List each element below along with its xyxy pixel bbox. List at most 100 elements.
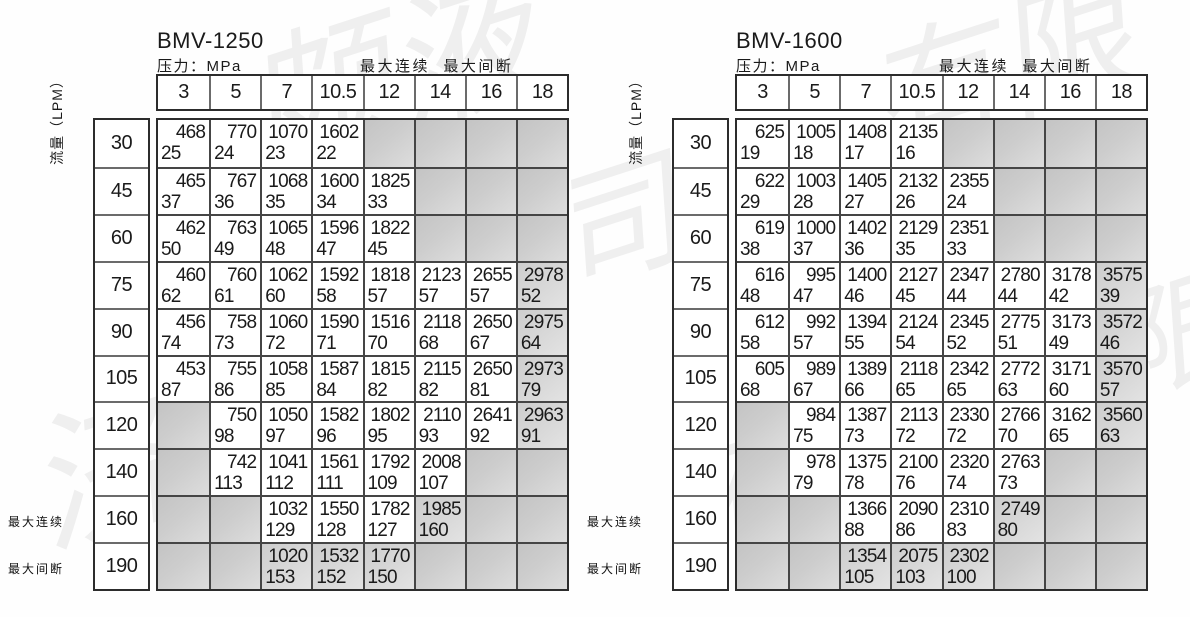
data-grid: 468 25 770 24 1070 23 1602 22 465 37 767 36 1068 35 16… <box>156 118 569 591</box>
power-value: 67 <box>469 332 490 354</box>
table-cell: 462 50 <box>158 213 210 261</box>
table-cell-empty <box>515 448 567 496</box>
flow-label-cell: 60 <box>95 213 148 261</box>
power-value: 48 <box>265 238 285 260</box>
table-cell: 3572 46 <box>1094 307 1146 355</box>
table-cell: 1060 72 <box>260 307 312 355</box>
power-value: 24 <box>946 191 967 213</box>
torque-value: 755 <box>226 358 257 380</box>
torque-value: 2110 <box>423 405 461 427</box>
pressure-header-cell: 10.5 <box>311 76 362 109</box>
power-value: 61 <box>214 285 234 307</box>
table-cell: 1062 60 <box>260 260 312 308</box>
power-value: 152 <box>316 567 346 589</box>
table-cell: 2775 51 <box>992 307 1044 355</box>
torque-value: 3178 <box>1051 264 1092 286</box>
table-cell: 1070 23 <box>260 120 312 167</box>
torque-value: 1825 <box>370 170 411 192</box>
power-value: 96 <box>316 426 336 448</box>
torque-value: 1550 <box>319 499 359 521</box>
table-cell-empty <box>1043 120 1095 167</box>
power-value: 52 <box>946 332 967 354</box>
torque-value: 1802 <box>370 405 411 427</box>
table-cell: 1065 48 <box>260 213 312 261</box>
power-value: 57 <box>469 285 490 307</box>
flow-label-column: 30 45 60 75 90 105 120 140 160 190 <box>672 118 729 591</box>
table-cell: 468 25 <box>158 120 210 167</box>
table-cell: 460 62 <box>158 260 210 308</box>
torque-value: 622 <box>754 170 785 192</box>
torque-value: 1822 <box>370 217 411 239</box>
flow-label-cell: 45 <box>95 166 148 214</box>
torque-value: 1602 <box>319 122 359 143</box>
power-value: 72 <box>895 426 915 448</box>
table-cell: 1770 150 <box>362 542 414 589</box>
table-cell: 1590 71 <box>311 307 363 355</box>
table-cell: 1802 95 <box>362 401 414 449</box>
table-cell: 2123 57 <box>413 260 465 308</box>
power-value: 74 <box>161 332 181 354</box>
table-cell: 1394 55 <box>839 307 891 355</box>
table-cell: 2342 65 <box>941 354 993 402</box>
power-value: 107 <box>418 473 449 495</box>
table-cell: 1050 97 <box>260 401 312 449</box>
flow-label-cell: 120 <box>674 401 727 448</box>
power-value: 153 <box>265 567 295 589</box>
table-cell-empty <box>992 166 1044 214</box>
torque-value: 1041 <box>268 452 308 474</box>
power-value: 79 <box>793 473 813 495</box>
torque-value: 2320 <box>949 452 990 474</box>
max-continuous-row-tag: 最大连续 <box>587 515 644 529</box>
power-value: 54 <box>895 332 915 354</box>
spec-table-bmv-1250: BMV-1250 压力：MPa 最大连续 最大间断 流量（LPM） 3 5 7 10.5 12 1… <box>8 28 569 591</box>
power-value: 45 <box>895 285 915 307</box>
power-value: 79 <box>520 379 541 401</box>
table-cell: 2090 86 <box>890 495 942 543</box>
torque-value: 1815 <box>370 358 411 380</box>
table-cell: 1532 152 <box>311 542 363 589</box>
table-cell-empty <box>413 542 465 589</box>
power-value: 37 <box>161 191 181 213</box>
table-cell: 1003 28 <box>788 166 840 214</box>
torque-value: 3575 <box>1102 264 1143 286</box>
table-cell: 1592 58 <box>311 260 363 308</box>
pressure-header-cell: 5 <box>788 76 839 109</box>
torque-value: 1592 <box>319 264 359 286</box>
torque-value: 1062 <box>268 264 308 286</box>
max-intermittent-row-tag: 最大间断 <box>587 562 644 576</box>
power-value: 35 <box>265 191 285 213</box>
torque-value: 2123 <box>421 264 462 286</box>
power-value: 105 <box>844 567 874 589</box>
power-value: 92 <box>469 426 490 448</box>
torque-value: 465 <box>175 170 206 192</box>
torque-value: 2330 <box>949 405 990 427</box>
table-cell: 2641 92 <box>464 401 516 449</box>
table-cell: 755 86 <box>209 354 261 402</box>
torque-value: 1032 <box>268 499 308 521</box>
torque-value: 453 <box>175 358 206 380</box>
table-cell: 456 74 <box>158 307 210 355</box>
flow-label-cell: 60 <box>674 213 727 261</box>
torque-value: 2650 <box>472 311 513 333</box>
pressure-header-row: 3 5 7 10.5 12 14 16 18 <box>735 74 1148 111</box>
table-cell: 1587 84 <box>311 354 363 402</box>
torque-value: 3560 <box>1102 405 1143 427</box>
power-value: 128 <box>316 520 346 542</box>
table-cell-empty <box>788 495 840 543</box>
table-cell: 1387 73 <box>839 401 891 449</box>
table-cell: 2100 76 <box>890 448 942 496</box>
torque-value: 2780 <box>1000 264 1041 286</box>
torque-value: 2115 <box>423 358 461 380</box>
flow-label-column: 30 45 60 75 90 105 120 140 160 190 <box>93 118 150 591</box>
torque-value: 2135 <box>898 122 938 143</box>
table-cell: 1818 57 <box>362 260 414 308</box>
power-value: 48 <box>740 285 760 307</box>
table-cell: 989 67 <box>788 354 840 402</box>
power-value: 129 <box>265 520 295 542</box>
table-cell: 763 49 <box>209 213 261 261</box>
torque-value: 1058 <box>268 358 308 380</box>
power-value: 46 <box>844 285 864 307</box>
power-value: 67 <box>793 379 813 401</box>
power-value: 39 <box>1099 285 1120 307</box>
